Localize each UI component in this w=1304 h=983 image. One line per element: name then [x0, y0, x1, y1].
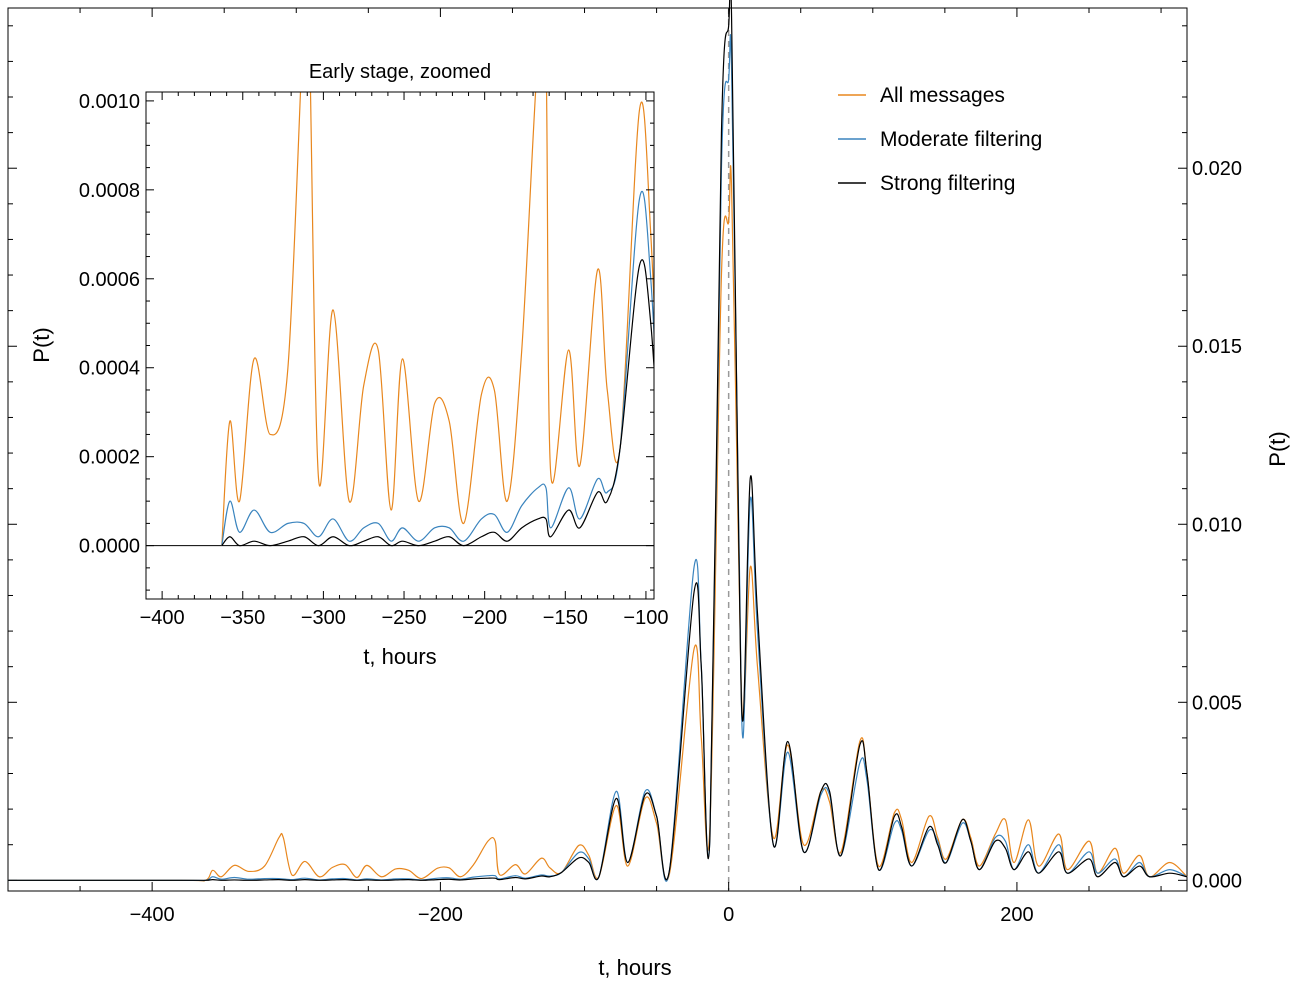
inset-y-tick-label: 0.0002	[79, 447, 140, 469]
main-y-tick-label: 0.005	[1192, 692, 1242, 714]
main-x-tick-label: −400	[130, 904, 175, 926]
main-x-tick-label: −200	[418, 904, 463, 926]
legend-entry-2: Moderate filtering	[880, 128, 1042, 151]
inset-y-tick-label: 0.0000	[79, 536, 140, 558]
inset-y-tick-label: 0.0004	[79, 358, 140, 380]
main-x-axis-label: t, hours	[598, 955, 671, 980]
main-y-tick-label: 0.020	[1192, 158, 1242, 180]
inset-x-tick-label: −200	[462, 607, 507, 629]
main-series-line-3	[8, 0, 1188, 881]
main-y-tick-label: 0.010	[1192, 514, 1242, 536]
inset-x-tick-label: −300	[301, 607, 346, 629]
inset-x-axis-label: t, hours	[363, 644, 436, 669]
inset-x-tick-label: −400	[140, 607, 185, 629]
inset-x-tick-label: −350	[220, 607, 265, 629]
inset-title: Early stage, zoomed	[309, 61, 491, 83]
main-y-tick-label: 0.015	[1192, 336, 1242, 358]
legend: All messages Moderate filtering Strong fil…	[838, 84, 1042, 195]
inset-x-tick-label: −250	[382, 607, 427, 629]
inset-series-line-2	[221, 190, 654, 546]
inset-y-axis-label: P(t)	[29, 327, 54, 362]
main-y-axis-label: P(t)	[1265, 431, 1290, 466]
inset-x-tick-label: −100	[623, 607, 668, 629]
inset-axis-ticks: −400 −350 −300 −250 −200 −150 −100 0.0000 0.0002…	[79, 91, 669, 629]
legend-entry-3: Strong filtering	[880, 172, 1015, 195]
inset-y-tick-label: 0.0008	[79, 180, 140, 202]
inset-x-tick-label: −150	[543, 607, 588, 629]
main-axis-ticks: −400 −200 0 200 0.000 0.005 0.010 0.015 0.020	[8, 8, 1242, 926]
main-series-group	[8, 0, 1188, 882]
inset-y-tick-label: 0.0006	[79, 269, 140, 291]
inset-series-line-1	[221, 92, 654, 546]
inset-series-line-3	[221, 259, 654, 547]
legend-entry-1: All messages	[880, 84, 1005, 107]
inset-series-group	[146, 92, 654, 547]
inset-background	[146, 92, 654, 599]
main-x-tick-label: 200	[1000, 904, 1033, 926]
main-y-tick-label: 0.000	[1192, 870, 1242, 892]
main-x-tick-label: 0	[723, 904, 734, 926]
main-plot-frame	[7, 7, 1188, 892]
inset-y-tick-label: 0.0010	[79, 91, 140, 113]
